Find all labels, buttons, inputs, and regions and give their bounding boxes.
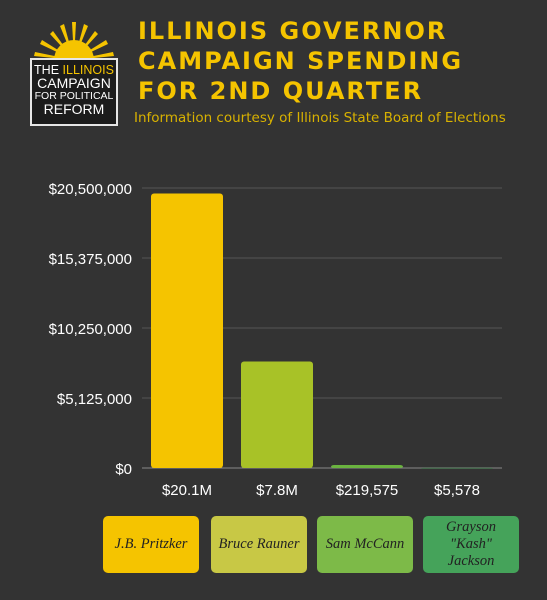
legend-item: Sam McCann xyxy=(317,516,413,573)
logo-text-political: FOR POLITICAL xyxy=(34,90,114,102)
logo: THE ILLINOIS CAMPAIGN FOR POLITICAL REFO… xyxy=(30,14,118,126)
bar xyxy=(241,361,313,468)
y-tick-label: $5,125,000 xyxy=(57,391,132,408)
x-value-label: $219,575 xyxy=(336,482,399,499)
sunburst-icon xyxy=(34,22,114,60)
logo-text-illinois: ILLINOIS xyxy=(62,63,114,77)
bar xyxy=(151,193,223,468)
logo-text-box: THE ILLINOIS CAMPAIGN FOR POLITICAL REFO… xyxy=(30,58,118,126)
y-tick-label: $20,500,000 xyxy=(49,181,132,198)
x-value-label: $5,578 xyxy=(434,482,480,499)
title-line-2: CAMPAIGN SPENDING xyxy=(138,47,464,75)
y-tick-label: $0 xyxy=(115,461,132,478)
chart-subtitle: Information courtesy of Illinois State B… xyxy=(134,110,506,126)
bar xyxy=(421,467,493,469)
title-line-1: ILLINOIS GOVERNOR xyxy=(138,17,448,45)
legend-item: Bruce Rauner xyxy=(211,516,307,573)
x-value-label: $20.1M xyxy=(162,482,212,499)
y-tick-label: $15,375,000 xyxy=(49,251,132,268)
legend-item: Grayson "Kash" Jackson xyxy=(423,516,519,573)
logo-text-reform: REFORM xyxy=(43,101,105,117)
legend-item: J.B. Pritzker xyxy=(103,516,199,573)
title-line-3: FOR 2ND QUARTER xyxy=(138,77,424,105)
x-value-label: $7.8M xyxy=(256,482,298,499)
y-tick-label: $10,250,000 xyxy=(49,321,132,338)
chart-title: ILLINOIS GOVERNOR CAMPAIGN SPENDING FOR … xyxy=(138,16,538,106)
logo-text-campaign: CAMPAIGN xyxy=(37,75,111,91)
bar xyxy=(331,465,403,468)
logo-text-the: THE xyxy=(34,63,60,77)
